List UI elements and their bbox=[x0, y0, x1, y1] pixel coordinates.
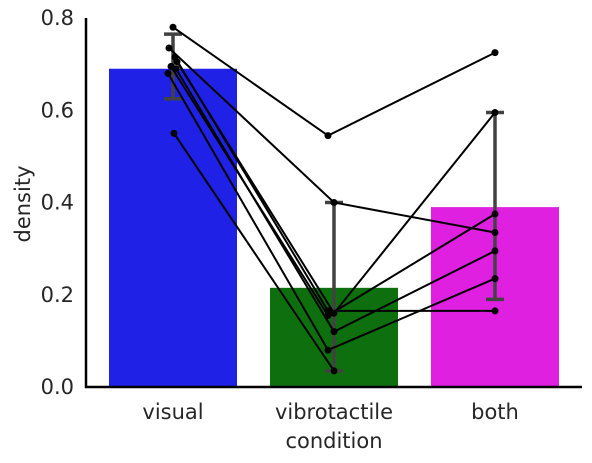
y-axis-label: density bbox=[11, 166, 35, 243]
subject-point bbox=[170, 129, 178, 137]
subject-point bbox=[330, 199, 338, 206]
y-tick-label: 0.6 bbox=[41, 98, 74, 122]
subject-point bbox=[491, 228, 499, 236]
subject-point bbox=[169, 23, 177, 31]
subject-point bbox=[330, 367, 338, 375]
subject-point bbox=[330, 309, 338, 317]
subject-point bbox=[165, 44, 173, 52]
subject-point bbox=[173, 58, 181, 66]
axes bbox=[84, 18, 582, 389]
subject-point bbox=[172, 65, 180, 73]
y-tick-labels: 0.0 0.2 0.4 0.6 0.8 bbox=[41, 6, 74, 399]
subject-point bbox=[491, 275, 499, 283]
subject-point bbox=[324, 312, 332, 320]
x-tick-labels: visual vibrotactile both bbox=[142, 400, 518, 424]
subject-point bbox=[491, 307, 499, 315]
bar-visual bbox=[109, 68, 237, 388]
subject-point bbox=[491, 109, 499, 117]
subject-line-8 bbox=[173, 132, 335, 372]
x-tick-label: visual bbox=[142, 400, 203, 424]
subject-point bbox=[491, 210, 499, 218]
y-tick-label: 0.4 bbox=[41, 191, 74, 215]
subject-point bbox=[330, 328, 338, 336]
y-tick-label: 0.2 bbox=[41, 283, 74, 307]
x-tick-label: vibrotactile bbox=[275, 400, 393, 424]
y-tick-label: 0.0 bbox=[41, 375, 74, 399]
subject-point bbox=[491, 49, 499, 57]
subject-point bbox=[491, 247, 499, 255]
subject-point bbox=[324, 132, 332, 140]
x-tick-label: both bbox=[471, 400, 519, 424]
x-axis-label: condition bbox=[285, 429, 382, 453]
subject-points bbox=[164, 23, 499, 375]
subject-point bbox=[324, 346, 332, 354]
subject-point bbox=[164, 69, 172, 77]
y-tick-label: 0.8 bbox=[41, 6, 74, 30]
